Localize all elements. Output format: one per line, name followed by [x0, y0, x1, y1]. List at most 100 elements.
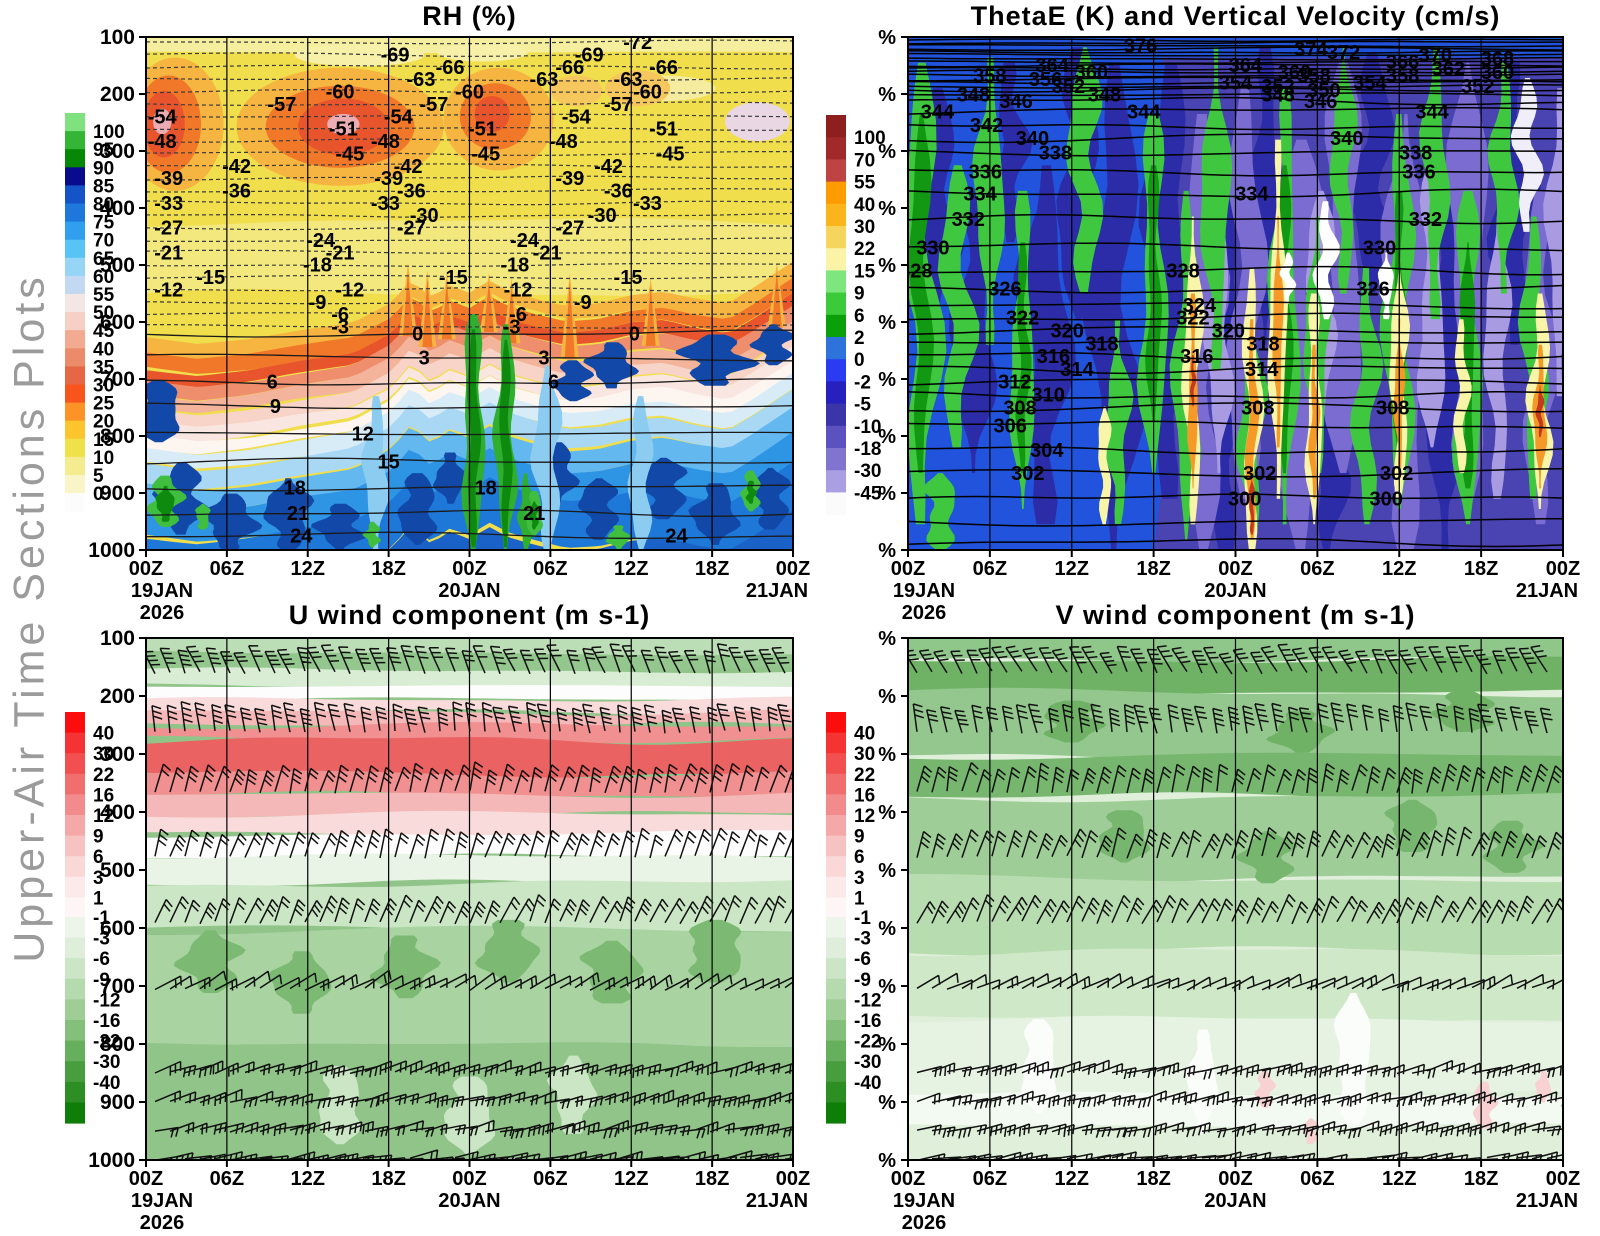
svg-text:344: 344	[1127, 101, 1161, 123]
svg-text:500: 500	[100, 254, 135, 277]
svg-text:-21: -21	[533, 242, 562, 264]
svg-text:-1: -1	[93, 908, 110, 929]
svg-text:-9: -9	[309, 292, 327, 314]
svg-text:-63: -63	[407, 69, 436, 91]
svg-text:18Z: 18Z	[1464, 1168, 1498, 1190]
svg-text:-21: -21	[326, 242, 355, 264]
svg-text:100: 100	[100, 627, 135, 650]
svg-text:06Z: 06Z	[973, 1168, 1007, 1190]
svg-text:12: 12	[854, 806, 875, 827]
svg-text:%: %	[878, 1092, 896, 1114]
svg-text:352: 352	[1461, 76, 1494, 98]
svg-text:-18: -18	[500, 255, 529, 277]
svg-text:%: %	[878, 540, 896, 562]
svg-text:18Z: 18Z	[1464, 558, 1498, 580]
svg-text:-30: -30	[854, 1052, 881, 1073]
svg-text:-63: -63	[614, 69, 643, 91]
svg-text:348: 348	[1088, 84, 1121, 106]
svg-text:12Z: 12Z	[1055, 1168, 1089, 1190]
svg-text:6: 6	[854, 847, 865, 868]
svg-text:352: 352	[1261, 76, 1294, 98]
svg-text:340: 340	[1016, 128, 1049, 150]
svg-text:-30: -30	[588, 205, 617, 227]
svg-text:22: 22	[93, 765, 114, 786]
svg-text:6: 6	[93, 847, 104, 868]
svg-text:40: 40	[93, 339, 114, 360]
svg-text:1: 1	[93, 888, 104, 909]
svg-text:30: 30	[854, 744, 875, 765]
svg-text:15: 15	[93, 430, 115, 451]
svg-text:-30: -30	[854, 461, 881, 482]
svg-text:-18: -18	[854, 439, 881, 460]
svg-text:9: 9	[854, 827, 865, 848]
svg-text:-51: -51	[329, 119, 358, 141]
svg-text:12Z: 12Z	[1382, 1168, 1416, 1190]
svg-text:-9: -9	[574, 292, 592, 314]
svg-text:302: 302	[1380, 463, 1413, 485]
svg-text:18Z: 18Z	[371, 1168, 405, 1190]
svg-text:360: 360	[1481, 62, 1514, 84]
svg-text:-57: -57	[267, 94, 296, 116]
svg-text:374: 374	[1294, 39, 1328, 61]
svg-text:308: 308	[1241, 397, 1274, 419]
svg-text:19JAN: 19JAN	[893, 580, 955, 602]
svg-text:-27: -27	[555, 218, 584, 240]
svg-text:320: 320	[1050, 320, 1083, 342]
svg-text:3: 3	[854, 868, 865, 889]
svg-text:-24: -24	[306, 230, 336, 252]
svg-text:6: 6	[267, 372, 278, 394]
svg-text:370: 370	[1419, 45, 1452, 67]
svg-text:19JAN: 19JAN	[131, 1190, 193, 1212]
svg-text:12: 12	[93, 806, 114, 827]
svg-text:322: 322	[1006, 308, 1039, 330]
svg-text:2026: 2026	[140, 1212, 185, 1234]
svg-text:06Z: 06Z	[1300, 1168, 1334, 1190]
panel-title-thetae: ThetaE (K) and Vertical Velocity (cm/s)	[970, 1, 1501, 31]
svg-text:306: 306	[993, 415, 1026, 437]
svg-text:-36: -36	[397, 180, 426, 202]
svg-text:326: 326	[988, 278, 1021, 300]
svg-text:-60: -60	[326, 82, 355, 104]
svg-text:308: 308	[1376, 397, 1409, 419]
svg-text:20JAN: 20JAN	[438, 580, 500, 602]
svg-text:00Z: 00Z	[891, 1168, 925, 1190]
svg-text:9: 9	[854, 284, 865, 305]
svg-text:00Z: 00Z	[1546, 1168, 1580, 1190]
svg-text:22: 22	[854, 239, 875, 260]
svg-text:318: 318	[1246, 333, 1279, 355]
svg-text:2026: 2026	[140, 602, 185, 624]
svg-text:312: 312	[998, 372, 1031, 394]
svg-text:334: 334	[963, 183, 997, 205]
svg-text:15: 15	[378, 451, 400, 473]
svg-text:-66: -66	[436, 57, 465, 79]
svg-text:-48: -48	[371, 131, 400, 153]
svg-text:%: %	[878, 976, 896, 998]
svg-text:-33: -33	[371, 193, 400, 215]
svg-text:-42: -42	[394, 156, 423, 178]
svg-text:00Z: 00Z	[452, 1168, 486, 1190]
svg-text:-42: -42	[594, 156, 623, 178]
svg-text:19JAN: 19JAN	[893, 1190, 955, 1212]
svg-text:0: 0	[412, 324, 423, 346]
svg-text:25: 25	[93, 394, 115, 415]
svg-text:-33: -33	[154, 193, 183, 215]
svg-text:500: 500	[100, 859, 135, 882]
svg-text:330: 330	[1363, 237, 1396, 259]
svg-text:358: 358	[973, 65, 1006, 87]
svg-text:00Z: 00Z	[129, 1168, 163, 1190]
svg-text:300: 300	[100, 743, 135, 766]
svg-text:16: 16	[854, 785, 875, 806]
svg-text:12Z: 12Z	[614, 1168, 648, 1190]
svg-text:21JAN: 21JAN	[1516, 1190, 1578, 1212]
svg-text:06Z: 06Z	[210, 1168, 244, 1190]
svg-text:12Z: 12Z	[291, 558, 325, 580]
svg-text:-16: -16	[93, 1011, 120, 1032]
svg-text:2026: 2026	[902, 1212, 947, 1234]
svg-text:600: 600	[100, 311, 135, 334]
svg-text:-22: -22	[854, 1032, 881, 1053]
svg-text:10: 10	[93, 448, 114, 469]
svg-text:354: 354	[1353, 73, 1387, 95]
svg-text:338: 338	[1039, 142, 1072, 164]
svg-text:600: 600	[100, 917, 135, 940]
svg-text:344: 344	[921, 101, 955, 123]
